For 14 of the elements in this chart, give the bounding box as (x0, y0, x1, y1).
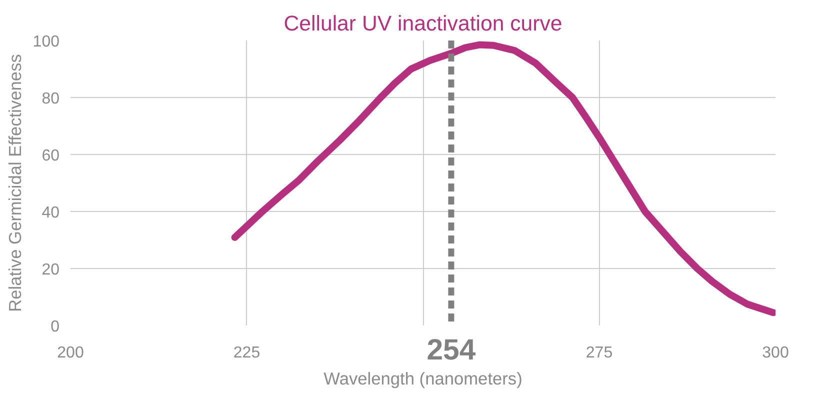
y-tick-label: 60 (42, 148, 60, 164)
y-tick-label: 20 (42, 262, 60, 278)
x-tick-label: 300 (762, 344, 789, 362)
x-tick-label: 200 (57, 344, 84, 362)
chart-title: Cellular UV inactivation curve (284, 12, 562, 36)
y-tick-label: 0 (50, 318, 60, 336)
y-tick-label: 80 (42, 90, 60, 108)
y-axis-title: Relative Germicidal Effectiveness (4, 54, 25, 312)
y-tick-label: 100 (32, 34, 60, 50)
x-tick-label: 225 (233, 344, 260, 362)
x-axis-title: Wavelength (nanometers) (324, 368, 522, 388)
ref-line-label: 254 (426, 334, 476, 366)
y-tick-label: 40 (42, 204, 60, 222)
x-tick-label: 275 (586, 344, 613, 362)
